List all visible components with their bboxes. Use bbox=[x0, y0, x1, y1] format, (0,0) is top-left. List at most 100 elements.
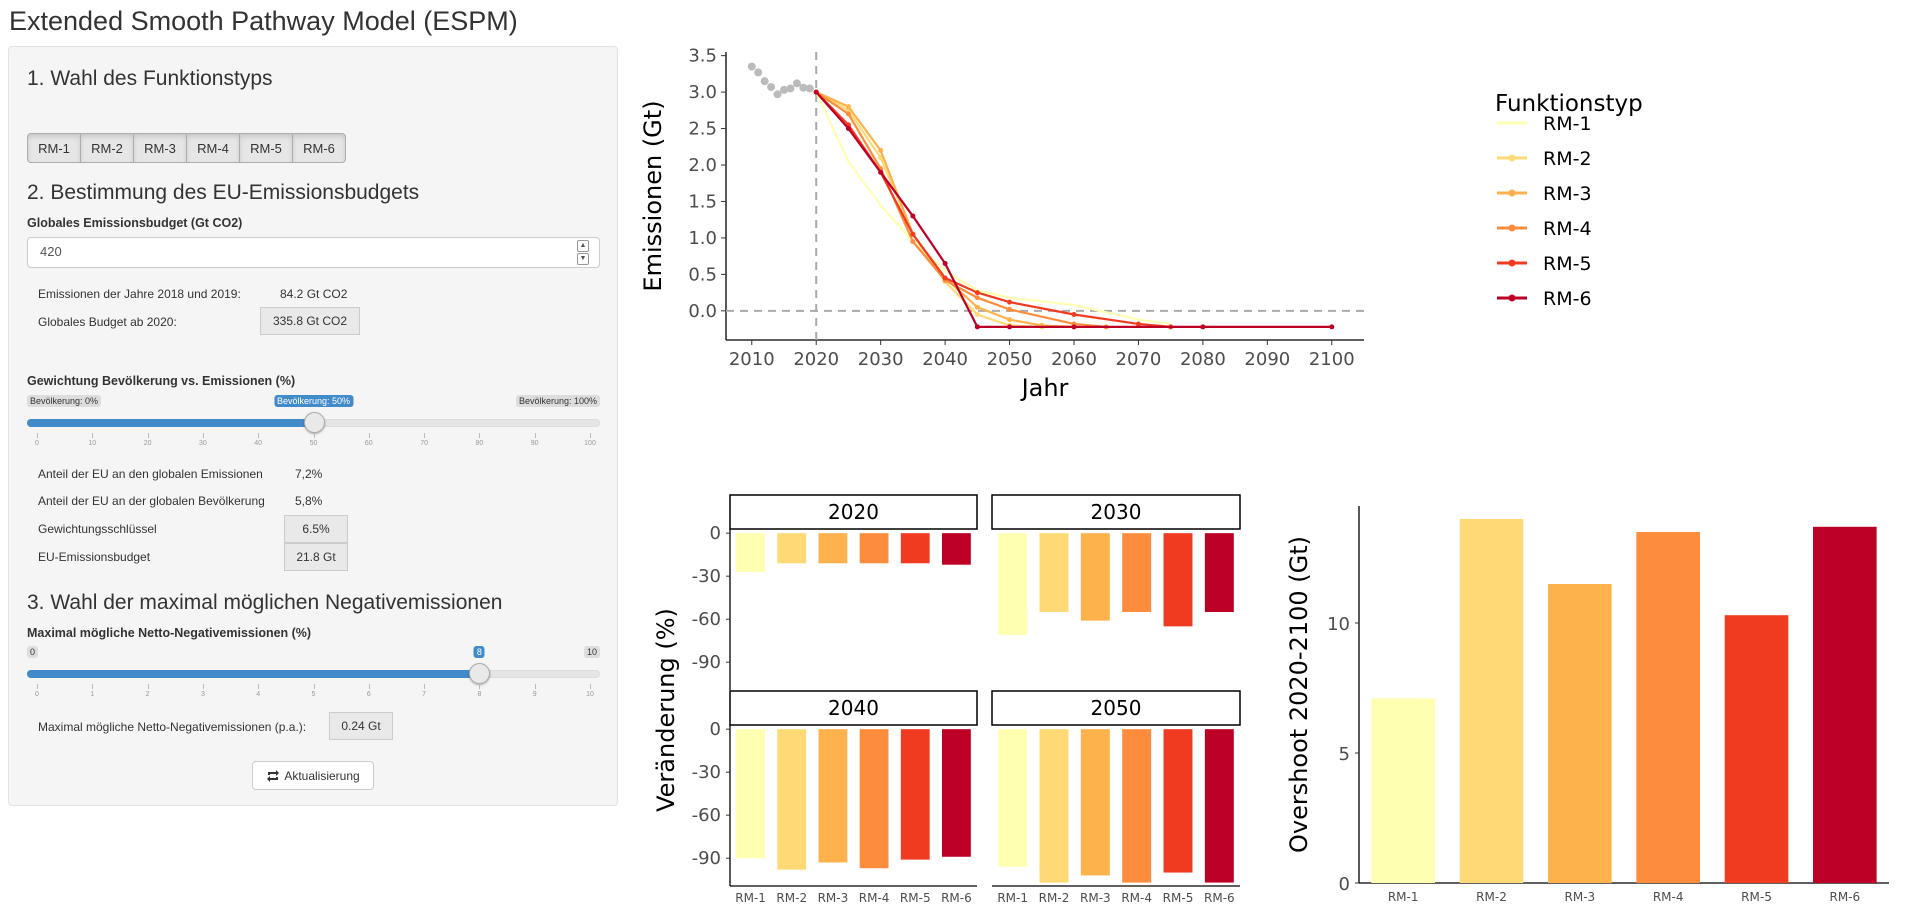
historical-point bbox=[773, 90, 782, 99]
facet-strip bbox=[729, 690, 978, 726]
slider-tick bbox=[368, 684, 370, 689]
weighting-key-label: Gewichtungsschlüssel bbox=[38, 522, 157, 536]
bar-2040-RM-4 bbox=[859, 729, 889, 869]
facet-y-tick-label: 0 bbox=[710, 523, 721, 544]
series-line-RM-6 bbox=[815, 91, 1332, 328]
slider-tick bbox=[479, 684, 481, 689]
facet-y-axis-title: Veränderung (%) bbox=[652, 608, 680, 812]
neg-handle[interactable] bbox=[469, 663, 491, 684]
x-tick-label: 2080 bbox=[1180, 349, 1226, 370]
facet-x-tick-label: RM-6 bbox=[1204, 891, 1235, 905]
slider-tick-label: 1 bbox=[90, 691, 95, 698]
bar-2030-RM-6 bbox=[1204, 533, 1234, 613]
bar-2040-RM-2 bbox=[777, 729, 807, 870]
neg-ticks: 0 1 2 3 4 5 6 7 8 9 10 bbox=[27, 684, 600, 704]
bar-2020-RM-6 bbox=[942, 533, 971, 565]
facet-strip-label: 2040 bbox=[828, 696, 879, 720]
slider-tick bbox=[92, 433, 94, 438]
budget-input[interactable]: 420 ▲ ▼ bbox=[27, 237, 600, 268]
y-tick-label: 0.0 bbox=[688, 301, 717, 322]
overshoot-bar-RM-6 bbox=[1813, 526, 1877, 883]
rm5-button[interactable]: RM-5 bbox=[239, 133, 293, 163]
slider-tick bbox=[37, 684, 38, 689]
bar-2050-RM-1 bbox=[998, 729, 1028, 867]
emissions-line-chart: 0.0 0.5 1.0 1.5 2.0 2.5 3.0 3.5 2010 2020 2030 2040… bbox=[640, 46, 1643, 402]
x-tick-label: 2060 bbox=[1051, 349, 1097, 370]
slider-tick bbox=[202, 433, 204, 438]
spin-up-icon[interactable]: ▲ bbox=[577, 240, 589, 252]
slider-tick-label: 7 bbox=[422, 691, 427, 698]
weight-handle[interactable] bbox=[303, 412, 325, 433]
series-line-RM-1 bbox=[815, 91, 1171, 326]
overshoot-y-axis-title: Overshoot 2020-2100 (Gt) bbox=[1285, 536, 1313, 853]
weight-ticks: 0 10 20 30 40 50 60 70 80 90 100 bbox=[27, 433, 600, 453]
x-tick-label: 2020 bbox=[793, 349, 839, 370]
slider-tick-label: 0 bbox=[35, 440, 39, 447]
facet-x-tick-label: RM-5 bbox=[900, 891, 931, 905]
slider-tick-label: 20 bbox=[143, 440, 152, 447]
bar-2040-RM-1 bbox=[736, 729, 765, 859]
y-tick-label: 3.0 bbox=[688, 82, 717, 103]
facet-x-tick-label: RM-5 bbox=[1163, 891, 1194, 905]
legend-label-RM-2: RM-2 bbox=[1543, 148, 1592, 170]
overshoot-y-tick-label: 5 bbox=[1339, 744, 1350, 765]
rm1-button[interactable]: RM-1 bbox=[27, 133, 81, 163]
facet-strip-label: 2030 bbox=[1091, 500, 1142, 524]
slider-tick-label: 10 bbox=[586, 691, 594, 698]
x-tick-label: 2030 bbox=[858, 349, 904, 370]
slider-tick-label: 30 bbox=[198, 440, 207, 447]
historical-point bbox=[760, 77, 769, 86]
negative-emissions-slider[interactable]: 0 8 10 0 1 2 3 4 5 6 7 8 9 10 bbox=[27, 646, 600, 706]
slider-tick bbox=[37, 433, 38, 438]
legend-point-RM-5 bbox=[1508, 259, 1516, 267]
legend-point-RM-3 bbox=[1508, 189, 1516, 197]
slider-tick-label: 10 bbox=[88, 440, 97, 447]
neg-max-label: 10 bbox=[583, 646, 600, 658]
negative-emissions-label: Maximal mögliche Netto-Negativemissionen… bbox=[27, 626, 312, 640]
global-budget-label: Globales Budget ab 2020: bbox=[38, 315, 177, 329]
series-point-RM-5 bbox=[1007, 299, 1013, 305]
facet-x-tick-label: RM-3 bbox=[818, 891, 849, 905]
legend-label-RM-5: RM-5 bbox=[1543, 253, 1592, 275]
neg-fill bbox=[27, 670, 480, 678]
legend-label-RM-1: RM-1 bbox=[1543, 113, 1592, 135]
rm2-button[interactable]: RM-2 bbox=[80, 133, 134, 163]
bar-2030-RM-5 bbox=[1163, 533, 1193, 627]
series-point-RM-6 bbox=[1200, 324, 1206, 330]
weight-current-label: Bevölkerung: 50% bbox=[273, 395, 354, 407]
x-axis-title: Jahr bbox=[1020, 374, 1069, 402]
series-point-RM-2 bbox=[974, 311, 980, 317]
bar-2050-RM-6 bbox=[1204, 729, 1234, 883]
section1-title: 1. Wahl des Funktionstyps bbox=[27, 67, 273, 90]
series-point-RM-6 bbox=[910, 213, 916, 219]
y-tick-label: 2.0 bbox=[688, 155, 717, 176]
facet-x-tick-label: RM-2 bbox=[1039, 891, 1070, 905]
x-tick-label: 2010 bbox=[729, 349, 775, 370]
series-line-RM-3 bbox=[815, 91, 1075, 328]
spin-down-icon[interactable]: ▼ bbox=[577, 253, 589, 265]
slider-tick-label: 6 bbox=[366, 691, 371, 698]
series-point-RM-6 bbox=[845, 126, 851, 132]
update-button[interactable]: Aktualisierung bbox=[252, 761, 374, 790]
overshoot-bar-RM-2 bbox=[1459, 519, 1524, 883]
rm6-button[interactable]: RM-6 bbox=[292, 133, 346, 163]
y-tick-label: 2.5 bbox=[688, 119, 717, 140]
facet-y-tick-label: -90 bbox=[692, 652, 721, 673]
y-tick-label: 1.5 bbox=[688, 191, 717, 212]
slider-tick-label: 0 bbox=[35, 691, 39, 698]
facet-y-tick-label: -60 bbox=[692, 805, 721, 826]
series-point-RM-6 bbox=[878, 169, 884, 175]
bar-2050-RM-3 bbox=[1080, 729, 1110, 876]
emissions-label: Emissionen der Jahre 2018 und 2019: bbox=[38, 287, 241, 301]
overshoot-x-tick-label: RM-5 bbox=[1741, 890, 1772, 904]
budget-spinner[interactable]: ▲ ▼ bbox=[577, 240, 589, 266]
weight-slider[interactable]: Bevölkerung: 0% Bevölkerung: 50% Bevölke… bbox=[27, 395, 600, 455]
rm3-button[interactable]: RM-3 bbox=[133, 133, 187, 163]
x-tick-label: 2070 bbox=[1116, 349, 1162, 370]
y-tick-label: 0.5 bbox=[688, 264, 717, 285]
legend-label-RM-6: RM-6 bbox=[1543, 288, 1592, 310]
rm4-button[interactable]: RM-4 bbox=[186, 133, 240, 163]
overshoot-bar-RM-3 bbox=[1548, 584, 1612, 883]
slider-tick bbox=[313, 684, 315, 689]
legend-label-RM-4: RM-4 bbox=[1543, 218, 1592, 240]
